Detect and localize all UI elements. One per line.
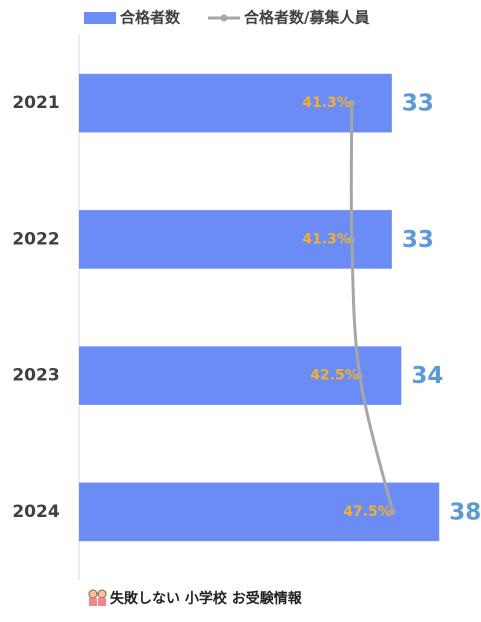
y-tick-label: 2023 [12, 366, 59, 386]
bar [79, 73, 392, 133]
bar [79, 346, 402, 405]
legend-label: 合格者数 [119, 9, 181, 27]
legend-swatch [220, 14, 228, 22]
y-tick-label: 2024 [12, 502, 59, 522]
bar [79, 210, 392, 269]
line-value-label: 47.5% [343, 504, 392, 520]
line-point [356, 372, 363, 379]
line-value-label: 42.5% [310, 368, 359, 384]
legend-label: 合格者数/募集人員 [243, 9, 369, 27]
line [349, 103, 395, 513]
bar-value-label: 33 [402, 227, 434, 253]
y-tick-label: 2022 [12, 229, 59, 249]
line-point [389, 508, 396, 515]
legend-swatch [84, 12, 116, 24]
footer-text: 失敗しない 小学校 お受験情報 [110, 590, 303, 607]
footer-icon [88, 589, 107, 606]
bar-value-label: 38 [449, 499, 481, 525]
line-point [348, 236, 355, 243]
bar-value-label: 34 [411, 363, 443, 389]
line-value-label: 41.3% [302, 231, 351, 247]
line-point [348, 100, 355, 107]
line-value-label: 41.3% [302, 95, 351, 111]
bar [79, 482, 440, 542]
y-tick-label: 2021 [12, 93, 59, 113]
bar-value-label: 33 [402, 91, 434, 117]
